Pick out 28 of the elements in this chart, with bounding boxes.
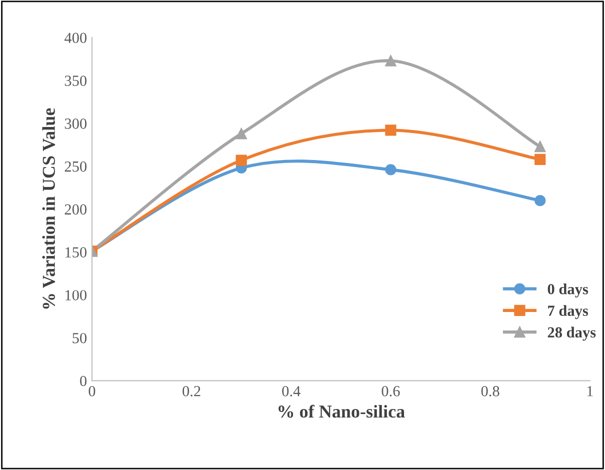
x-tick-label: 0.8 <box>481 386 500 396</box>
x-tick-label: 0.4 <box>282 386 300 396</box>
point <box>385 55 396 66</box>
x-tick-label: 0.6 <box>382 386 400 396</box>
y-tick-label: 150 <box>66 247 87 258</box>
y-axis-title: % Variation in UCS Value <box>42 108 56 309</box>
y-tick-label: 50 <box>72 332 87 344</box>
point <box>385 124 396 136</box>
y-tick-label: 300 <box>64 118 87 129</box>
y-tick-label: 400 <box>64 32 87 44</box>
point <box>236 128 247 140</box>
point <box>534 195 546 206</box>
y-tick-label: 100 <box>66 290 87 300</box>
y-tick-label: 350 <box>64 76 87 86</box>
x-axis-title: % of Nano-silica <box>278 404 405 418</box>
y-tick-label: 250 <box>64 161 87 172</box>
x-tick-label: 0 <box>88 386 96 396</box>
point <box>385 164 396 176</box>
x-tick-label: 1 <box>587 386 593 396</box>
legend-label: 28 days <box>548 326 596 341</box>
point <box>236 154 247 166</box>
point <box>534 154 546 165</box>
x-tick-label: 0.2 <box>182 386 200 396</box>
legend-label: 7 days <box>548 305 588 320</box>
y-tick-label: 200 <box>64 204 87 215</box>
point <box>534 140 546 152</box>
y-tick-label: 0 <box>80 376 87 386</box>
legend-label: 0 days <box>548 284 588 298</box>
